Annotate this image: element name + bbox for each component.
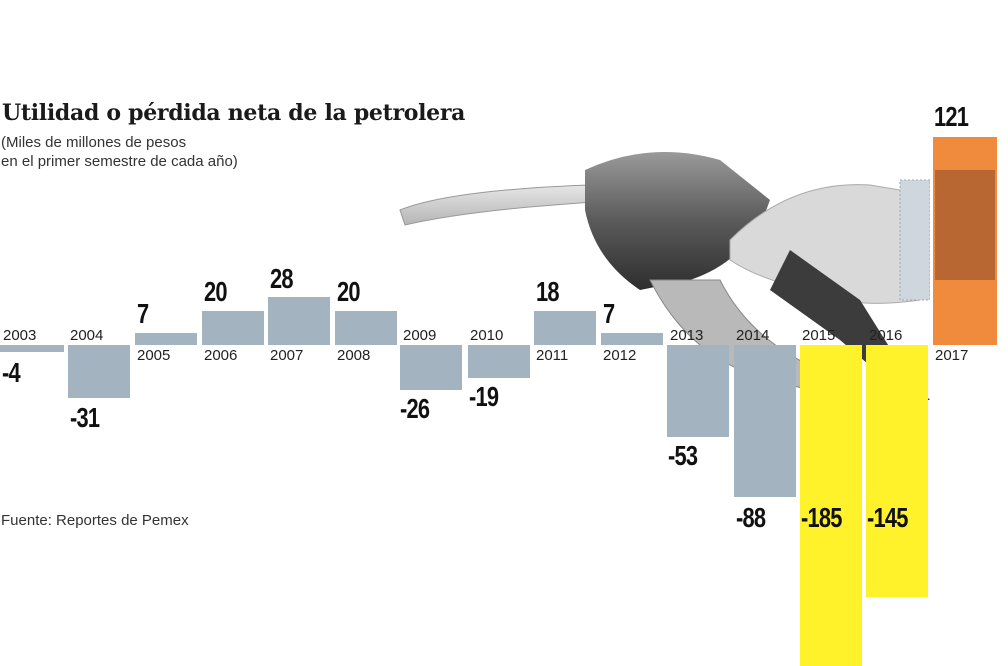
year-label-2008: 2008 <box>337 347 371 364</box>
value-label-2016: -145 <box>867 502 908 533</box>
subtitle-line-2: en el primer semestre de cada año) <box>1 153 238 170</box>
year-label-2011: 2011 <box>536 347 569 364</box>
year-label-2016: 2016 <box>869 327 903 344</box>
bar-2014 <box>734 345 796 497</box>
year-label-2017: 2017 <box>935 347 969 364</box>
value-label-2008: 20 <box>337 276 361 307</box>
bar-2010 <box>468 345 530 378</box>
value-label-2014: -88 <box>736 502 766 533</box>
value-label-2017: 121 <box>934 101 969 132</box>
year-label-2003: 2003 <box>3 327 37 344</box>
bar-2005 <box>135 333 197 345</box>
value-label-2003: -4 <box>2 357 21 388</box>
year-label-2013: 2013 <box>670 327 704 344</box>
subtitle-line-1: (Miles de millones de pesos <box>1 134 187 151</box>
year-label-2014: 2014 <box>736 327 770 344</box>
value-label-2007: 28 <box>270 263 294 294</box>
value-label-2006: 20 <box>204 276 228 307</box>
bar-2004 <box>68 345 130 398</box>
value-label-2011: 18 <box>536 276 560 307</box>
year-label-2015: 2015 <box>802 327 836 344</box>
value-label-2015: -185 <box>801 502 842 533</box>
year-label-2010: 2010 <box>470 327 504 344</box>
sleeve-overlay <box>935 170 995 280</box>
bar-2013 <box>667 345 729 437</box>
bar-2003 <box>0 345 64 352</box>
value-label-2009: -26 <box>400 393 430 424</box>
year-label-2006: 2006 <box>204 347 238 364</box>
bar-2015 <box>800 345 862 666</box>
value-label-2013: -53 <box>668 440 698 471</box>
source-note: Fuente: Reportes de Pemex <box>1 512 189 529</box>
bar-2006 <box>202 311 264 345</box>
bar-2012 <box>601 333 663 345</box>
year-label-2009: 2009 <box>403 327 437 344</box>
value-label-2005: 7 <box>137 298 149 329</box>
year-label-2007: 2007 <box>270 347 304 364</box>
year-label-2012: 2012 <box>603 347 637 364</box>
year-label-2004: 2004 <box>70 327 104 344</box>
chart-subtitle: (Miles de millones de pesos en el primer… <box>1 133 321 171</box>
value-label-2010: -19 <box>469 381 499 412</box>
bar-2009 <box>400 345 462 390</box>
fuel-nozzle-illustration <box>399 152 930 400</box>
bar-2008 <box>335 311 397 345</box>
bar-2007 <box>268 297 330 345</box>
year-label-2005: 2005 <box>137 347 171 364</box>
bar-2016 <box>866 345 928 597</box>
bar-2011 <box>534 311 596 345</box>
page-title: Utilidad o pérdida neta de la petrolera <box>2 100 466 126</box>
value-label-2004: -31 <box>70 402 100 433</box>
value-label-2012: 7 <box>603 298 615 329</box>
